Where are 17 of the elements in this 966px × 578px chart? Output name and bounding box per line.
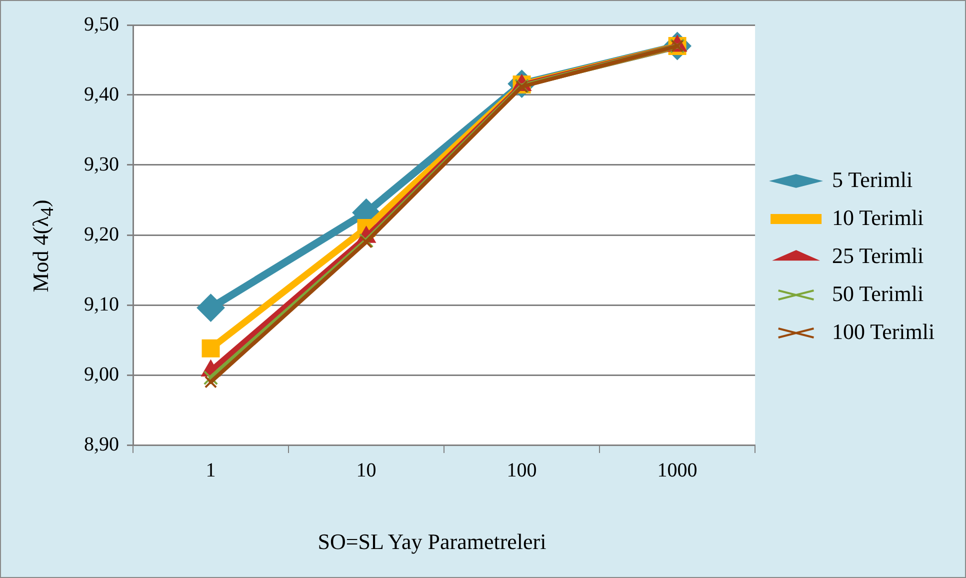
y-tick-label: 9,30: [84, 153, 119, 176]
legend-label: 25 Terimli: [832, 242, 924, 268]
y-tick-label: 9,40: [84, 83, 119, 106]
legend-label: 100 Terimli: [832, 318, 935, 344]
legend-label: 5 Terimli: [832, 166, 913, 192]
x-tick-label: 10: [356, 459, 376, 482]
y-tick-label: 9,20: [84, 223, 119, 246]
x-tick-label: 100: [506, 459, 537, 482]
x-tick-label: 1000: [657, 459, 698, 482]
x-tick-label: 1: [206, 459, 216, 482]
y-tick-label: 9,10: [84, 293, 119, 316]
y-tick-label: 9,50: [84, 13, 119, 36]
legend-label: 10 Terimli: [832, 204, 924, 230]
x-axis-title: SO=SL Yay Parametreleri: [316, 529, 548, 555]
y-tick-label: 8,90: [84, 433, 119, 456]
legend-label: 50 Terimli: [832, 280, 924, 306]
y-tick-label: 9,00: [84, 363, 119, 386]
